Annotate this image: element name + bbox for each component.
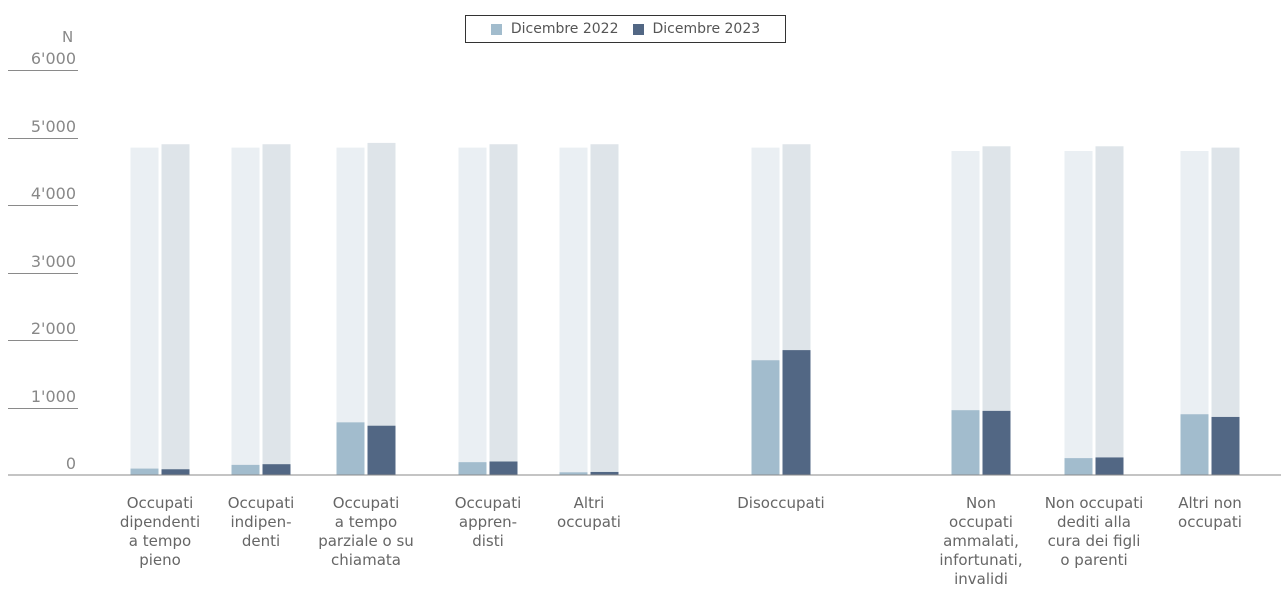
category-label: Non occupati dediti alla cura dei figli o p… [1039,494,1149,570]
bar-2023 [782,350,811,475]
category-label-line: Non occupati [1044,494,1144,512]
bar-2022 [951,410,980,475]
y-tick-label: 0 [65,454,76,473]
bar-2023 [367,425,396,475]
legend-label-2023: Dicembre 2023 [652,21,761,37]
category-label-line: Occupati [126,494,194,512]
bar-total-2023 [367,142,396,475]
y-axis-label: N [62,28,74,46]
category-label-line: a tempo [128,532,192,550]
legend-swatch-2023 [632,23,644,35]
category-label-line: parziale o su [318,532,414,550]
category-label-line: Occupati [227,494,295,512]
bar-total-2023 [1095,146,1124,475]
bar-2022 [559,472,588,475]
legend: Dicembre 2022 Dicembre 2023 [465,15,786,43]
bar-2022 [1180,414,1209,475]
bar-2022 [1064,458,1093,475]
category-label-line: a tempo [334,513,398,531]
bar-2022 [751,360,780,475]
category-label-line: indipen- [230,513,292,531]
bar-2022 [231,464,260,475]
legend-label-2022: Dicembre 2022 [510,21,619,37]
category-label-line: occupati [949,513,1013,531]
category-label-line: appren- [458,513,518,531]
bar-2023 [161,469,190,475]
category-label-line: disti [472,532,504,550]
category-label: Occupati indipen-denti [206,494,316,551]
legend-swatch-2022 [490,23,502,35]
category-label: Occupati a tempo parziale o su chiamata [311,494,421,570]
bar-2023 [262,464,291,475]
bar-total-2022 [336,147,365,475]
bar-2022 [336,422,365,475]
category-label-line: occupati [557,513,621,531]
y-tick-line [8,407,78,409]
category-label-line: pieno [139,551,181,569]
y-tick-line [8,340,78,341]
bar-total-2023 [161,144,190,475]
bar-total-2022 [458,147,487,475]
category-label-line: dipendenti [119,513,201,531]
bar-total-2022 [559,147,588,475]
bar-total-2022 [231,147,260,475]
y-tick-line [8,70,78,71]
bar-2023 [1211,416,1240,475]
category-label-line: occupati [1178,513,1242,531]
category-label-line: Altri non [1178,494,1242,512]
category-label-line: infortunati, [939,551,1023,569]
category-label-line: Occupati [332,494,400,512]
legend-item-2023: Dicembre 2023 [632,21,761,37]
bar-total-2023 [262,144,291,475]
category-label-line: chiamata [331,551,401,569]
category-label: Occupati dipendenti a tempo pieno [105,494,215,570]
y-tick-line [8,205,78,206]
category-label-line: Altri [573,494,605,512]
bar-2023 [982,410,1011,475]
y-tick-line [8,272,78,274]
category-label: Occupati appren-disti [433,494,543,551]
bar-2022 [130,468,159,475]
category-label-line: cura dei figli [1047,532,1141,550]
category-label: Disoccupati [726,494,836,513]
category-label-line: ammalati, [943,532,1019,550]
bar-total-2023 [489,144,518,475]
legend-item-2022: Dicembre 2022 [490,21,619,37]
category-label-line: invalidi [954,570,1008,588]
bar-total-2023 [590,144,619,475]
bar-2023 [1095,457,1124,475]
category-label-line: dediti alla [1057,513,1131,531]
y-tick-label: 4'000 [30,184,76,203]
category-label: Non occupati ammalati, infortunati, invalidi [926,494,1036,589]
y-tick-label: 5'000 [30,116,76,136]
bar-total-2022 [130,147,159,475]
category-label-line: Occupati [454,494,522,512]
bar-2023 [590,471,619,475]
y-tick-label: 6'000 [30,49,76,68]
category-label-line: o parenti [1060,551,1128,569]
bar-2023 [489,461,518,475]
category-label-line: Non [966,494,996,512]
bars-group [130,142,1240,475]
y-tick-label: 2'000 [30,319,76,338]
y-tick-line [8,137,78,139]
y-tick-label: 3'000 [30,251,76,271]
y-tick-label: 1'000 [30,386,76,406]
category-label: Altri occupati [534,494,644,532]
bar-total-2022 [1064,151,1093,475]
category-label-line: Disoccupati [737,494,825,512]
category-label-line: denti [241,532,281,550]
category-label: Altri non occupati [1155,494,1265,532]
bar-2022 [458,462,487,475]
